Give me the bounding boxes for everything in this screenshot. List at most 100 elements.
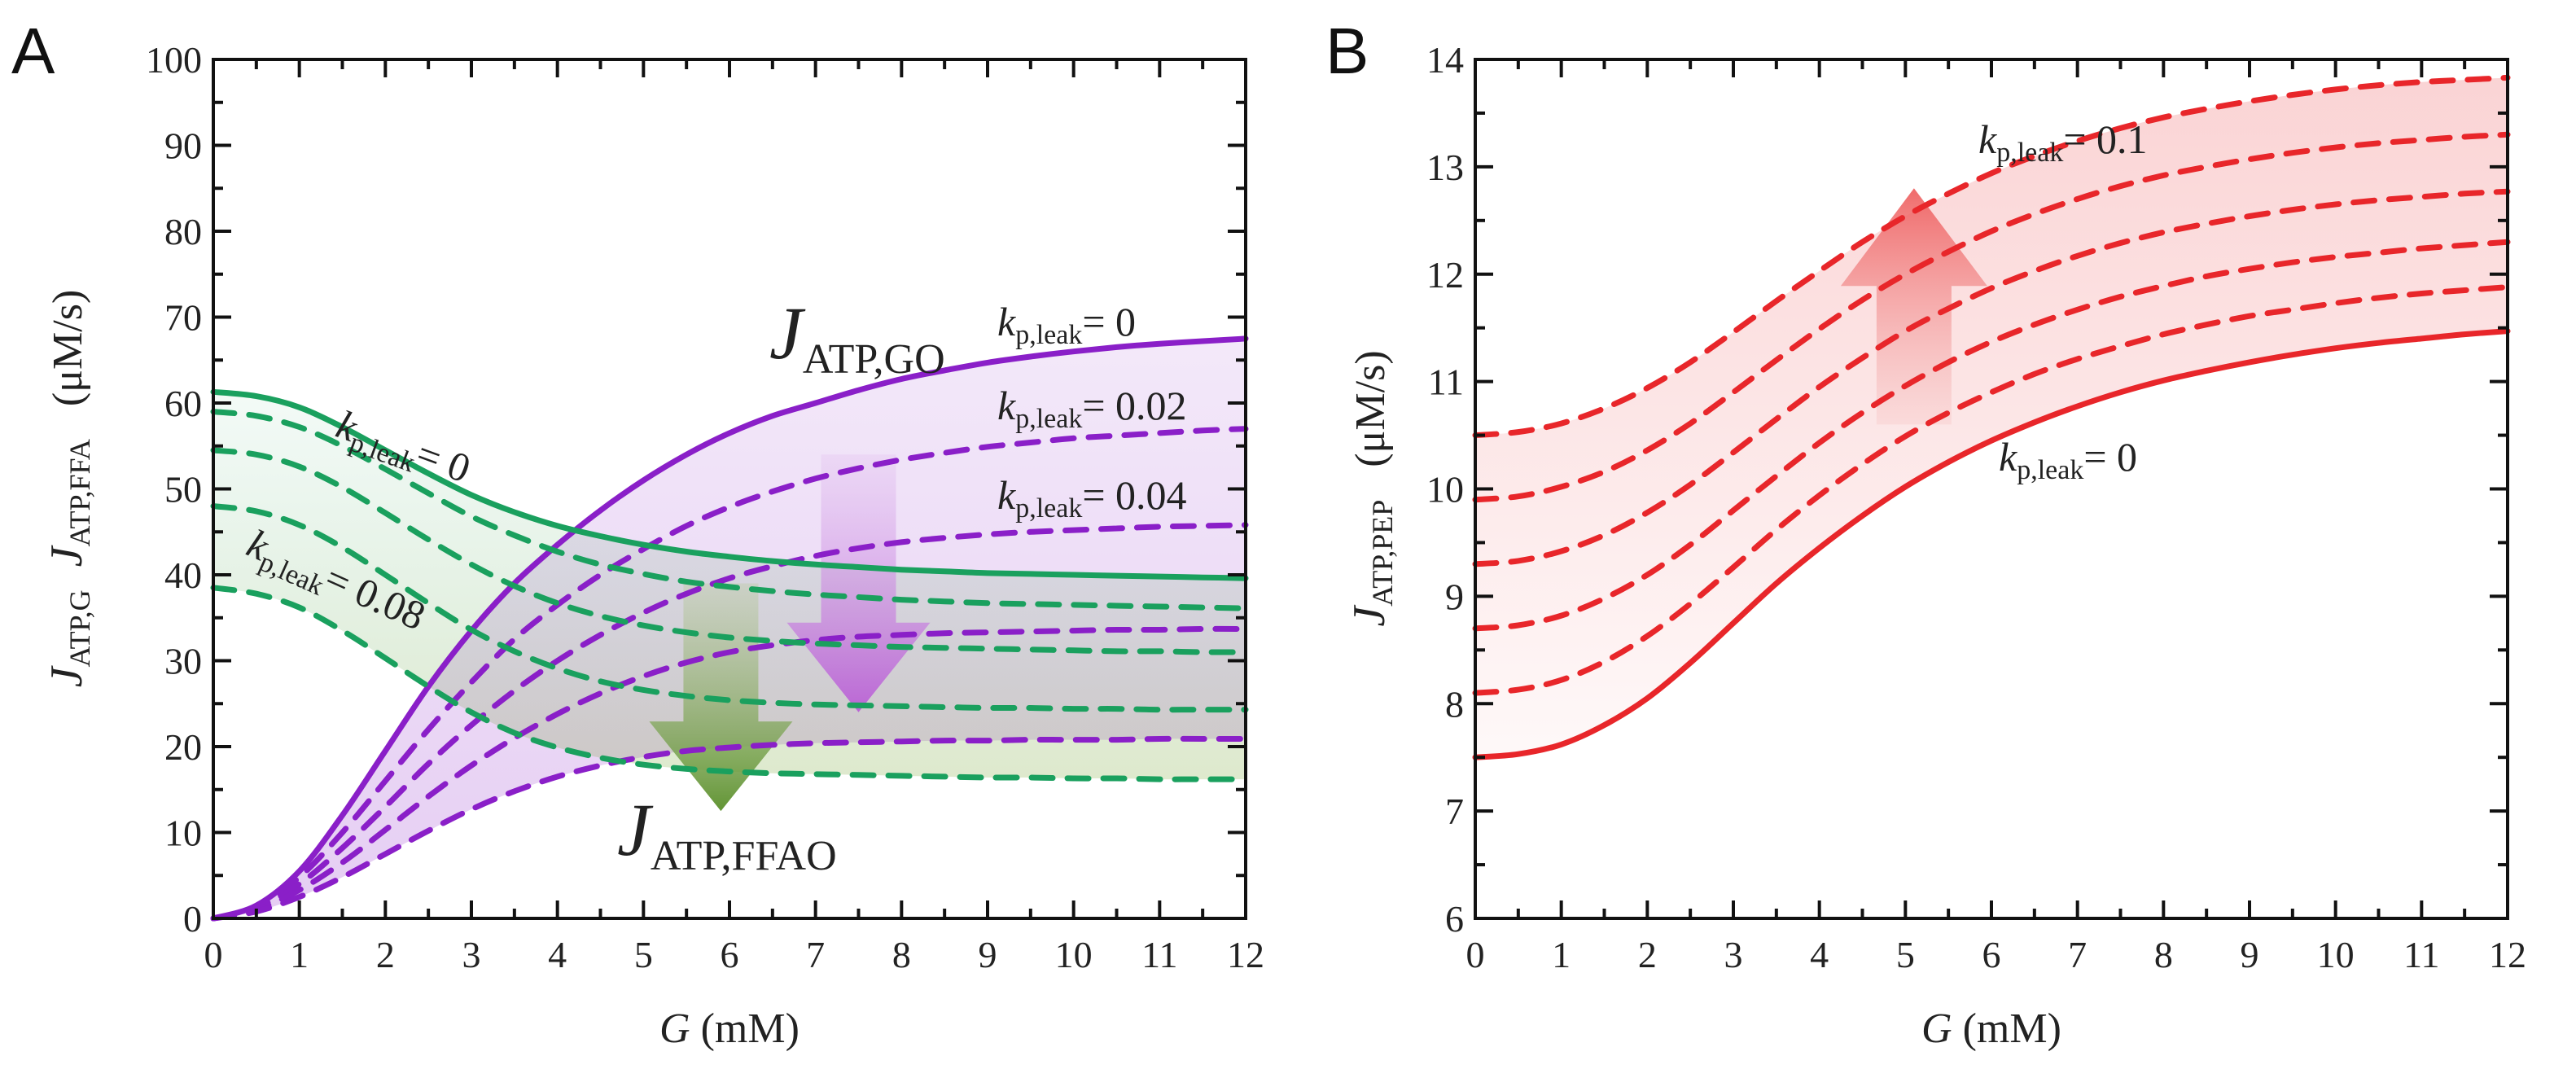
green-series-line-k-006: [210, 503, 1249, 713]
y-tick-label: 70: [164, 297, 202, 339]
panel-a-ylabel-j1: J: [42, 664, 92, 687]
y-tick-label: 13: [1426, 147, 1464, 188]
green-series-line-k-008: [210, 585, 1249, 782]
panel-b-ylabel-sub: ATP,PEP: [1366, 500, 1399, 607]
annotation-purple-k-002: kp,leak= 0.02: [997, 383, 1187, 434]
panel-b-series-lines: [1472, 74, 2511, 760]
y-tick-label: 90: [164, 125, 202, 167]
red-series-line-k-002: [1472, 284, 2511, 696]
x-tick-label: 4: [1810, 934, 1829, 975]
x-tick-label: 10: [1055, 934, 1093, 975]
panel-a-y-tick-labels: 0 10 20 30 40 50 60 70 80 90 100: [146, 39, 202, 940]
panel-b-ylabel-j: J: [1344, 604, 1395, 627]
x-tick-label: 12: [1227, 934, 1264, 975]
annotation-j-atp-ffao: JATP,FFAO: [617, 788, 837, 879]
panel-b-x-tick-labels: 0 1 2 3 4 5 6 7 8 9 10 11 12: [1466, 934, 2527, 975]
x-tick-label: 9: [2241, 934, 2259, 975]
purple-series-line-k-002: [210, 426, 1249, 922]
annotation-j-atp-go: JATP,GO: [769, 291, 945, 383]
purple-series-line-k-004: [210, 522, 1249, 922]
x-tick-label: 11: [2403, 934, 2439, 975]
x-tick-label: 2: [376, 934, 395, 975]
panel-a-x-label: G (mM): [659, 1006, 800, 1052]
y-tick-label: 8: [1445, 683, 1464, 725]
x-tick-label: 4: [548, 934, 567, 975]
panel-a-ylabel-sub2: ATP,FFA: [64, 439, 96, 546]
y-tick-label: 12: [1426, 254, 1464, 296]
x-tick-label: 1: [290, 934, 309, 975]
x-tick-label: 5: [634, 934, 653, 975]
annotation-purple-k-0: kp,leak= 0: [997, 299, 1136, 350]
panel-a-y-label: JATP,GJATP,FFA(μM/s): [42, 290, 96, 688]
annotation-purple-k-004: kp,leak= 0.04: [997, 472, 1187, 524]
y-tick-label: 14: [1426, 39, 1464, 81]
annotation-red-k-bottom: kp,leak= 0: [1999, 434, 2137, 485]
panel-a-x-label-unit: (mM): [690, 1006, 800, 1052]
green-series-line-k-0: [210, 388, 1249, 581]
panel-a-ylabel-unit: (μM/s): [45, 290, 91, 406]
green-series-line-k-002: [210, 409, 1249, 611]
panel-b-y-label-text: JATP,PEP (μM/s): [1344, 350, 1399, 626]
x-tick-label: 10: [2317, 934, 2355, 975]
y-tick-label: 20: [164, 726, 202, 768]
red-series-line-k-004: [1472, 239, 2511, 632]
panel-a-x-tick-labels: 0 1 2 3 4 5 6 7 8 9 10 11 12: [204, 934, 1265, 975]
panel-b-ticks: [1474, 58, 2509, 920]
y-tick-label: 9: [1445, 576, 1464, 617]
red-series-line-k-006: [1472, 188, 2511, 567]
y-tick-label: 10: [1426, 469, 1464, 510]
panel-b-arrows: [1840, 188, 1987, 425]
x-tick-label: 9: [979, 934, 997, 975]
x-tick-label: 7: [2068, 934, 2087, 975]
red-band-fill: [1475, 77, 2508, 758]
y-tick-label: 100: [146, 39, 202, 81]
x-tick-label: 12: [2489, 934, 2526, 975]
panel-a-series-lines: [210, 335, 1249, 922]
panel-b-x-label-unit: (mM): [1952, 1006, 2061, 1052]
y-tick-label: 60: [164, 383, 202, 424]
y-tick-label: 10: [164, 813, 202, 854]
panel-b-y-label: JATP,PEP (μM/s): [1344, 350, 1399, 626]
x-tick-label: 2: [1638, 934, 1657, 975]
red-increase-arrow: [1840, 188, 1987, 425]
panel-a-ylabel-sub1: ATP,G: [64, 589, 96, 667]
panel-b-fills: [1475, 77, 2508, 758]
panel-a-y-label-text: JATP,GJATP,FFA(μM/s): [42, 290, 96, 688]
y-tick-label: 7: [1445, 791, 1464, 832]
panel-a-ticks: [212, 58, 1247, 920]
panel-a-ylabel-j2: J: [42, 544, 92, 567]
x-tick-label: 5: [1896, 934, 1915, 975]
x-tick-label: 3: [462, 934, 481, 975]
red-series-line-k-008: [1472, 131, 2511, 503]
panel-a-x-label-var: G: [659, 1006, 690, 1052]
x-tick-label: 7: [806, 934, 825, 975]
panel-b-x-label-var: G: [1921, 1006, 1952, 1052]
x-tick-label: 8: [892, 934, 911, 975]
x-tick-label: 0: [1466, 934, 1485, 975]
y-tick-label: 40: [164, 554, 202, 596]
y-tick-label: 30: [164, 641, 202, 682]
purple-series-line-k-0: [210, 335, 1249, 922]
annotation-red-k-top: kp,leak= 0.1: [1978, 116, 2148, 168]
y-tick-label: 50: [164, 469, 202, 510]
panel-b-ylabel-unit: (μM/s): [1347, 350, 1394, 467]
panel-b-y-tick-labels: 6 7 8 9 10 11 12 13 14: [1426, 39, 1464, 940]
x-tick-label: 11: [1141, 934, 1177, 975]
y-tick-label: 0: [183, 898, 202, 940]
x-tick-label: 8: [2154, 934, 2173, 975]
x-tick-label: 0: [204, 934, 223, 975]
panel-b-x-label: G (mM): [1921, 1006, 2061, 1052]
purple-series-line-k-008: [210, 735, 1249, 922]
panel-b-letter: B: [1325, 15, 1369, 87]
y-tick-label: 6: [1445, 898, 1464, 940]
purple-series-line-k-006: [210, 625, 1249, 922]
red-series-line-k-01: [1472, 74, 2511, 439]
y-tick-label: 80: [164, 211, 202, 252]
x-tick-label: 6: [721, 934, 739, 975]
panel-a: A 0 1 2 3 4 5 6 7 8 9 10 11 12 010203040506070809010…: [11, 15, 1264, 1052]
panel-a-letter: A: [11, 15, 55, 87]
x-tick-label: 3: [1724, 934, 1743, 975]
x-tick-label: 1: [1552, 934, 1571, 975]
